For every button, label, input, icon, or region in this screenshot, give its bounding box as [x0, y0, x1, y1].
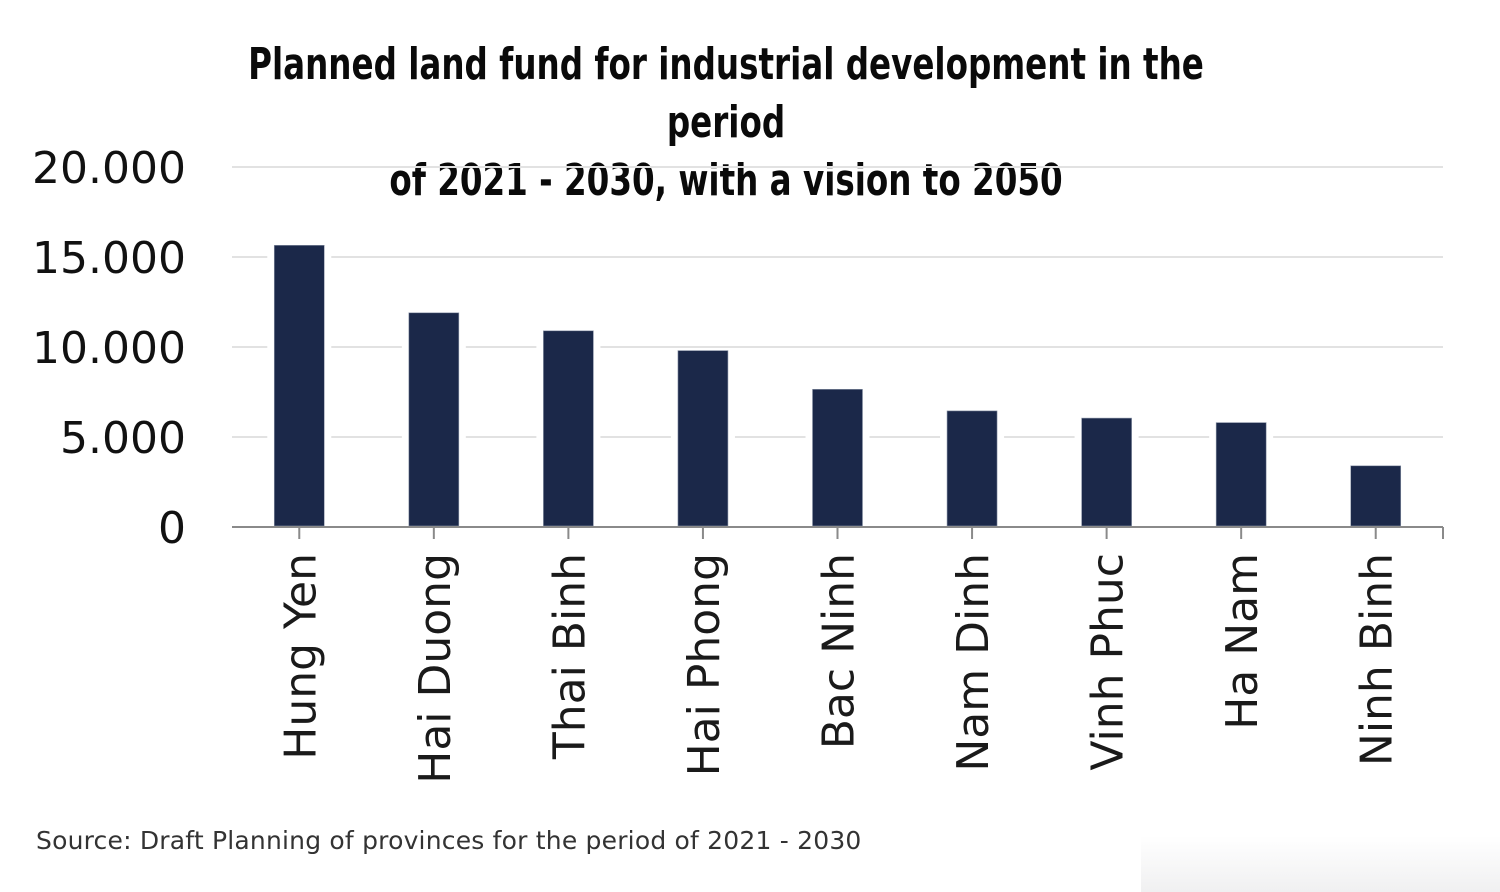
- chart-title: Planned land fund for industrial develop…: [189, 36, 1263, 210]
- source-note: Source: Draft Planning of provinces for …: [36, 826, 862, 855]
- bar-ha-nam: [1215, 422, 1267, 527]
- x-tick-label: Hung Yen: [275, 553, 326, 760]
- x-tick-label: Hai Duong: [410, 553, 461, 784]
- x-axis: [232, 526, 1444, 539]
- chart-title-line-2: of 2021 - 2030, with a vision to 2050: [389, 155, 1063, 206]
- x-tick-label: Thai Binh: [544, 553, 595, 760]
- x-tick-label: Vinh Phuc: [1083, 553, 1134, 771]
- x-tick-label: Hai Phong: [679, 553, 730, 776]
- y-axis-ticks: 0 5.000 10.000 15.000 20.000: [32, 143, 186, 554]
- bar-vinh-phuc: [1081, 417, 1132, 527]
- corner-shade: [1141, 836, 1500, 892]
- bar-nam-dinh: [946, 410, 998, 527]
- bar-thai-binh: [543, 330, 594, 527]
- y-tick-label: 20.000: [32, 143, 186, 194]
- chart-title-line-1: Planned land fund for industrial develop…: [248, 39, 1204, 148]
- x-tick-label: Bac Ninh: [814, 553, 865, 749]
- y-tick-label: 5.000: [60, 413, 186, 464]
- y-tick-label: 10.000: [32, 323, 186, 374]
- y-tick-label: 0: [158, 503, 186, 554]
- bar-bac-ninh: [812, 388, 863, 527]
- bar-hung-yen: [273, 245, 325, 527]
- bars: [273, 245, 1402, 527]
- y-tick-label: 15.000: [32, 233, 186, 284]
- x-tick-label: Ninh Binh: [1352, 553, 1403, 766]
- bar-hai-phong: [677, 350, 729, 527]
- x-tick-label: Ha Nam: [1217, 553, 1268, 730]
- x-axis-ticks: Hung Yen Hai Duong Thai Binh Hai Phong Bac N…: [275, 553, 1402, 784]
- gridlines: [232, 166, 1443, 438]
- bar-hai-duong: [408, 312, 460, 527]
- bar-ninh-binh: [1350, 465, 1402, 527]
- x-tick-label: Nam Dinh: [948, 553, 999, 772]
